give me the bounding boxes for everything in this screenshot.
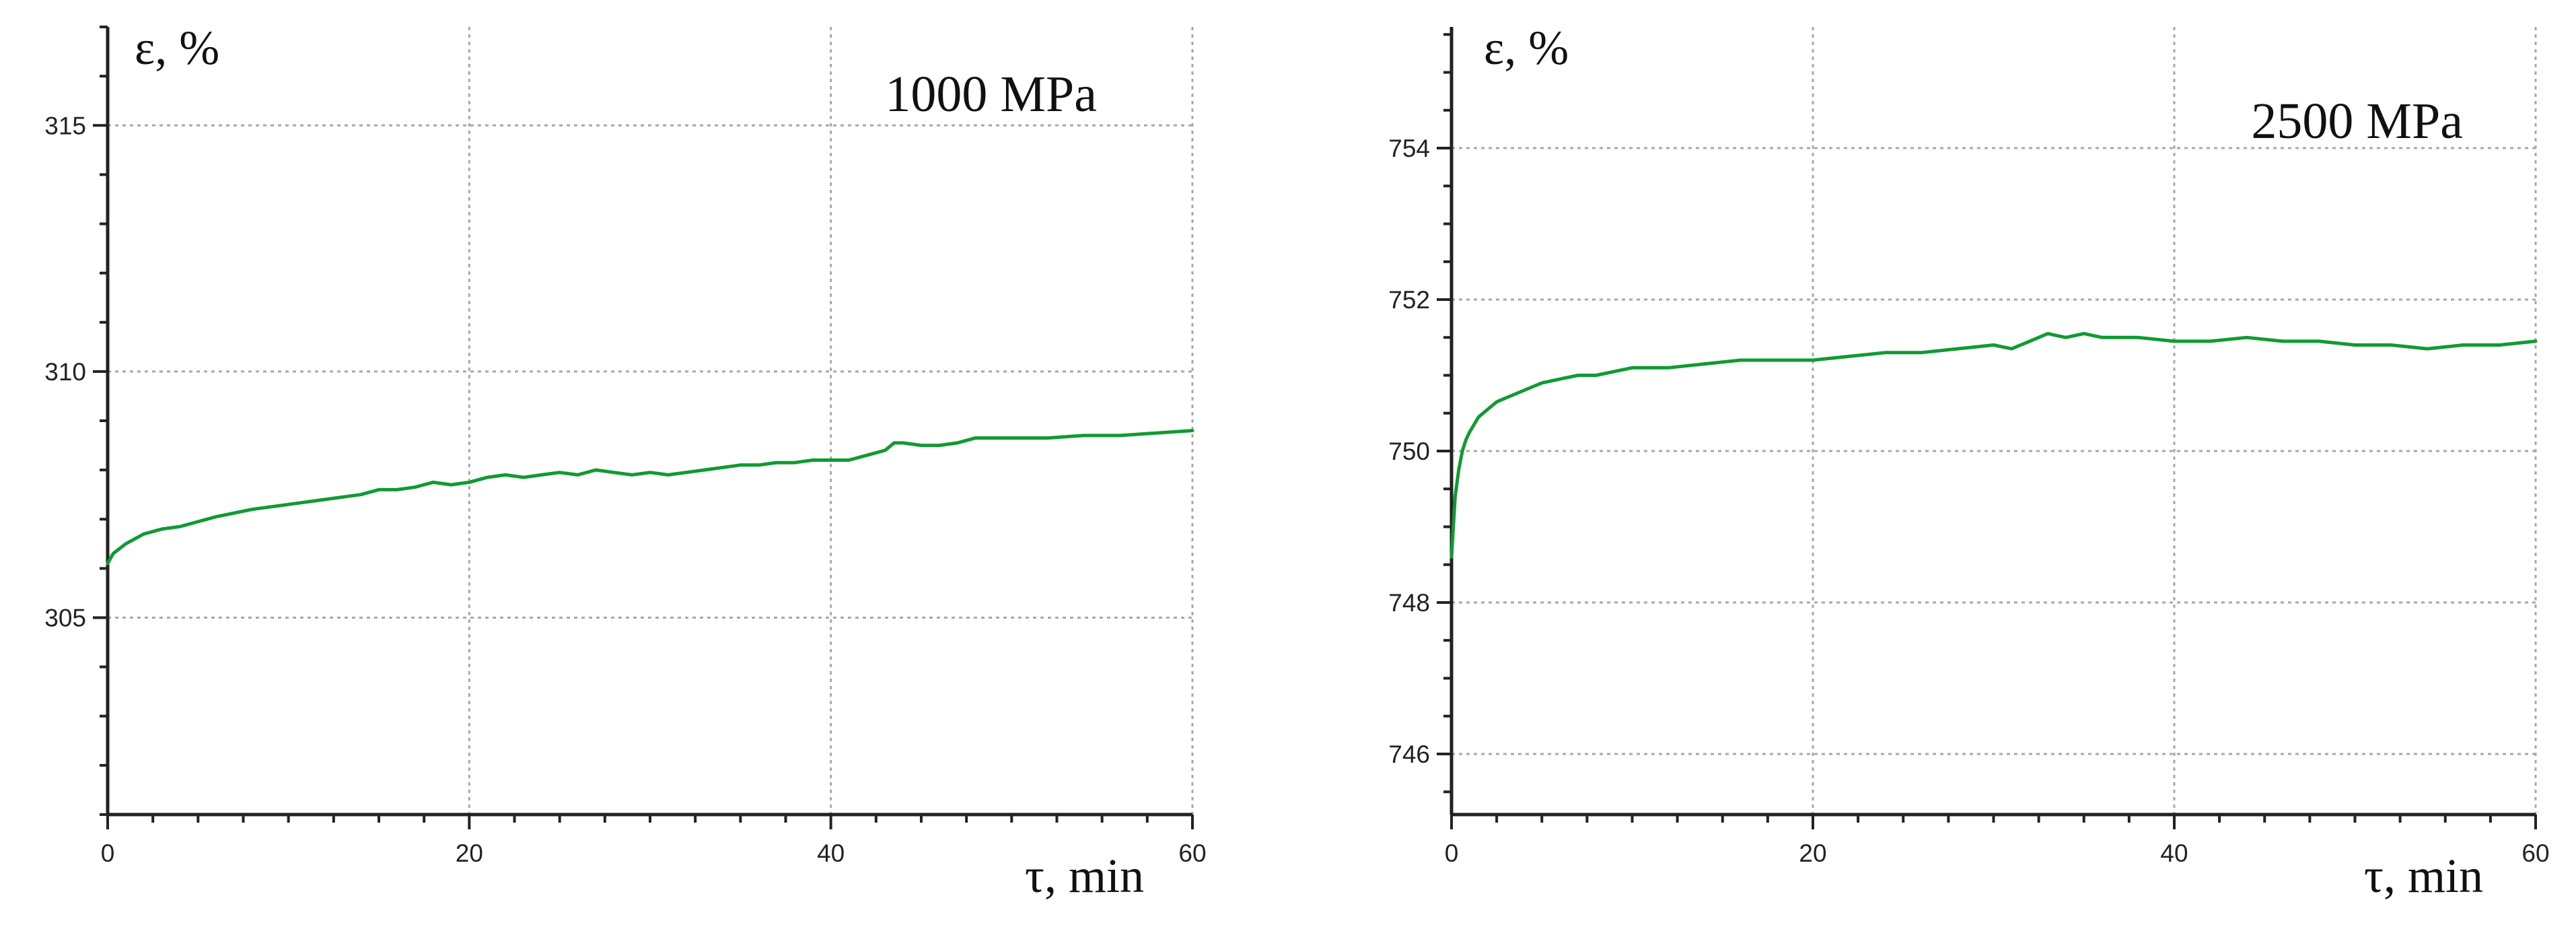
chart-2500-mpa: 746 748 750 752 754 0 20 40 60 ε, % τ, min 2500 MPa <box>1388 21 2549 903</box>
x-axis-label: τ, min <box>2364 849 2483 903</box>
series-line <box>1450 332 2538 559</box>
y-axis-label: ε, % <box>1484 21 1569 75</box>
pressure-annotation: 1000 MPa <box>885 66 1097 123</box>
x-tick-label: 60 <box>2521 839 2549 867</box>
y-tick-label: 315 <box>44 112 86 139</box>
y-tick-label: 750 <box>1388 438 1430 465</box>
y-tick-label: 746 <box>1388 741 1430 768</box>
x-tick-label: 0 <box>101 839 115 867</box>
x-tick-label: 40 <box>817 839 845 867</box>
series-line <box>106 429 1194 565</box>
x-tick-label: 0 <box>1445 839 1459 867</box>
y-tick-label: 310 <box>44 358 86 386</box>
y-tick-label: 754 <box>1388 135 1430 162</box>
y-tick-label: 752 <box>1388 286 1430 314</box>
x-tick-label: 40 <box>2160 839 2188 867</box>
pressure-annotation: 2500 MPa <box>2251 93 2463 149</box>
y-axis-label: ε, % <box>135 21 219 75</box>
y-tick-label: 305 <box>44 605 86 632</box>
x-tick-label: 20 <box>456 839 483 867</box>
y-tick-label: 748 <box>1388 589 1430 617</box>
x-tick-label: 60 <box>1178 839 1206 867</box>
chart-1000-mpa: 305 310 315 0 20 40 60 ε, % τ, min 1000 MPa <box>44 21 1206 903</box>
x-tick-label: 20 <box>1799 839 1826 867</box>
x-axis-label: τ, min <box>1025 849 1144 903</box>
